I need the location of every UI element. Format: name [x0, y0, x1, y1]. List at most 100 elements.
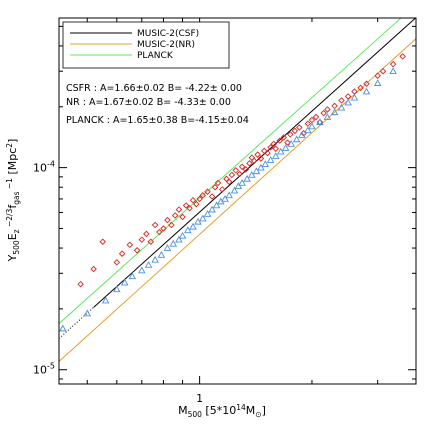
y-axis-label: Y500Ez −2/3fgas −1 [Mpc2] [5, 139, 21, 263]
annotation-csfr: CSFR : A=1.66±0.02 B= -4.22± 0.00 [66, 83, 242, 94]
csf-point [118, 250, 126, 257]
csf-point [196, 195, 203, 203]
nr-point [163, 244, 172, 251]
nr-point [101, 296, 110, 304]
csf-point [189, 196, 197, 204]
csf-point [171, 212, 179, 219]
x-axis-label: M500 [5*1014M⊙] [178, 403, 266, 419]
csf-point [276, 137, 284, 144]
nr-point [272, 152, 280, 159]
csf-point [312, 113, 320, 121]
nr-point [157, 250, 166, 258]
csf-point [151, 221, 159, 229]
nr-point [175, 235, 183, 243]
nr-point [194, 217, 202, 225]
nr-point [144, 261, 153, 268]
nr-point [330, 108, 339, 116]
csf-point [338, 97, 345, 104]
nr-point [178, 231, 187, 239]
csf-point [175, 206, 183, 213]
csf-point [242, 166, 250, 173]
nr-point [257, 163, 265, 171]
csf-point [270, 140, 277, 148]
nr-point [243, 174, 251, 182]
nr-point [298, 131, 306, 138]
csf-point [90, 265, 97, 273]
nr-point [389, 67, 397, 75]
nr-point [248, 171, 256, 178]
csf-point [77, 280, 84, 288]
nr-point [184, 226, 192, 234]
nr-point [337, 103, 346, 111]
annotation-nr: NR : A=1.67±0.02 B= -4.33± 0.00 [66, 97, 231, 108]
csf-point [246, 160, 253, 167]
csf-point [186, 204, 193, 212]
nr-point [373, 79, 382, 86]
csf-point [238, 163, 246, 170]
csf-point [264, 149, 271, 157]
csf-point [308, 116, 316, 124]
nr-point [83, 309, 92, 317]
csf-point [363, 80, 370, 87]
csf-point [267, 144, 274, 151]
csf-point [320, 109, 327, 117]
csf-point [304, 120, 312, 127]
nr-point [292, 135, 301, 143]
csf-point [324, 106, 331, 113]
nr-point [323, 113, 332, 120]
csf-point [357, 84, 364, 92]
csf-point [296, 124, 303, 131]
legend: MUSIC-2(CSF)MUSIC-2(NR)PLANCK [62, 21, 230, 69]
nr-point [350, 93, 359, 101]
nr-point [304, 126, 312, 134]
csf-point [254, 151, 261, 158]
legend-label: MUSIC-2(NR) [137, 40, 195, 50]
plot-frame [58, 17, 417, 385]
csf-point [156, 228, 163, 236]
csf-point [284, 139, 291, 146]
nr-point [308, 122, 316, 130]
legend-box [62, 21, 230, 69]
nr-point [238, 179, 246, 186]
csf-point [208, 193, 216, 200]
csf-point [168, 221, 175, 229]
csf-point [280, 134, 287, 141]
nr-point [230, 186, 239, 194]
axis-ticks: 1 10-5 10-4 [33, 18, 416, 405]
csf-point [179, 213, 186, 221]
data-points [59, 53, 406, 332]
csf-point [257, 155, 265, 162]
csf-point [236, 170, 243, 178]
y-tick-label: 10-4 [33, 160, 55, 175]
csf-point [147, 238, 155, 245]
nr-point [203, 210, 212, 217]
nr-point [316, 118, 324, 125]
nr-point [281, 144, 290, 151]
csf-point [160, 225, 167, 232]
nr-point [344, 98, 352, 106]
nr-point [362, 87, 371, 95]
csf-point [126, 241, 134, 249]
csf-point [389, 60, 397, 68]
csf-point [248, 154, 256, 161]
nr-point [234, 182, 243, 189]
nr-point [225, 191, 233, 199]
nr-point [261, 160, 270, 168]
csf-point [214, 179, 222, 187]
csf-point [250, 157, 258, 165]
nr-point [277, 147, 285, 155]
fit-annotations: CSFR : A=1.66±0.02 B= -4.22± 0.00 NR : A… [66, 83, 249, 126]
legend-label: PLANCK [137, 51, 174, 61]
nr-point [221, 195, 229, 202]
nr-point [138, 266, 146, 274]
x-tick-label: 1 [196, 392, 203, 405]
nr-point [120, 278, 129, 286]
csf-point [232, 167, 240, 174]
csf-point [133, 247, 141, 254]
fit-line-2 [59, 18, 402, 324]
csf-point [182, 202, 190, 209]
csf-point [204, 188, 211, 195]
csf-point [351, 88, 358, 95]
nr-point [287, 140, 296, 147]
